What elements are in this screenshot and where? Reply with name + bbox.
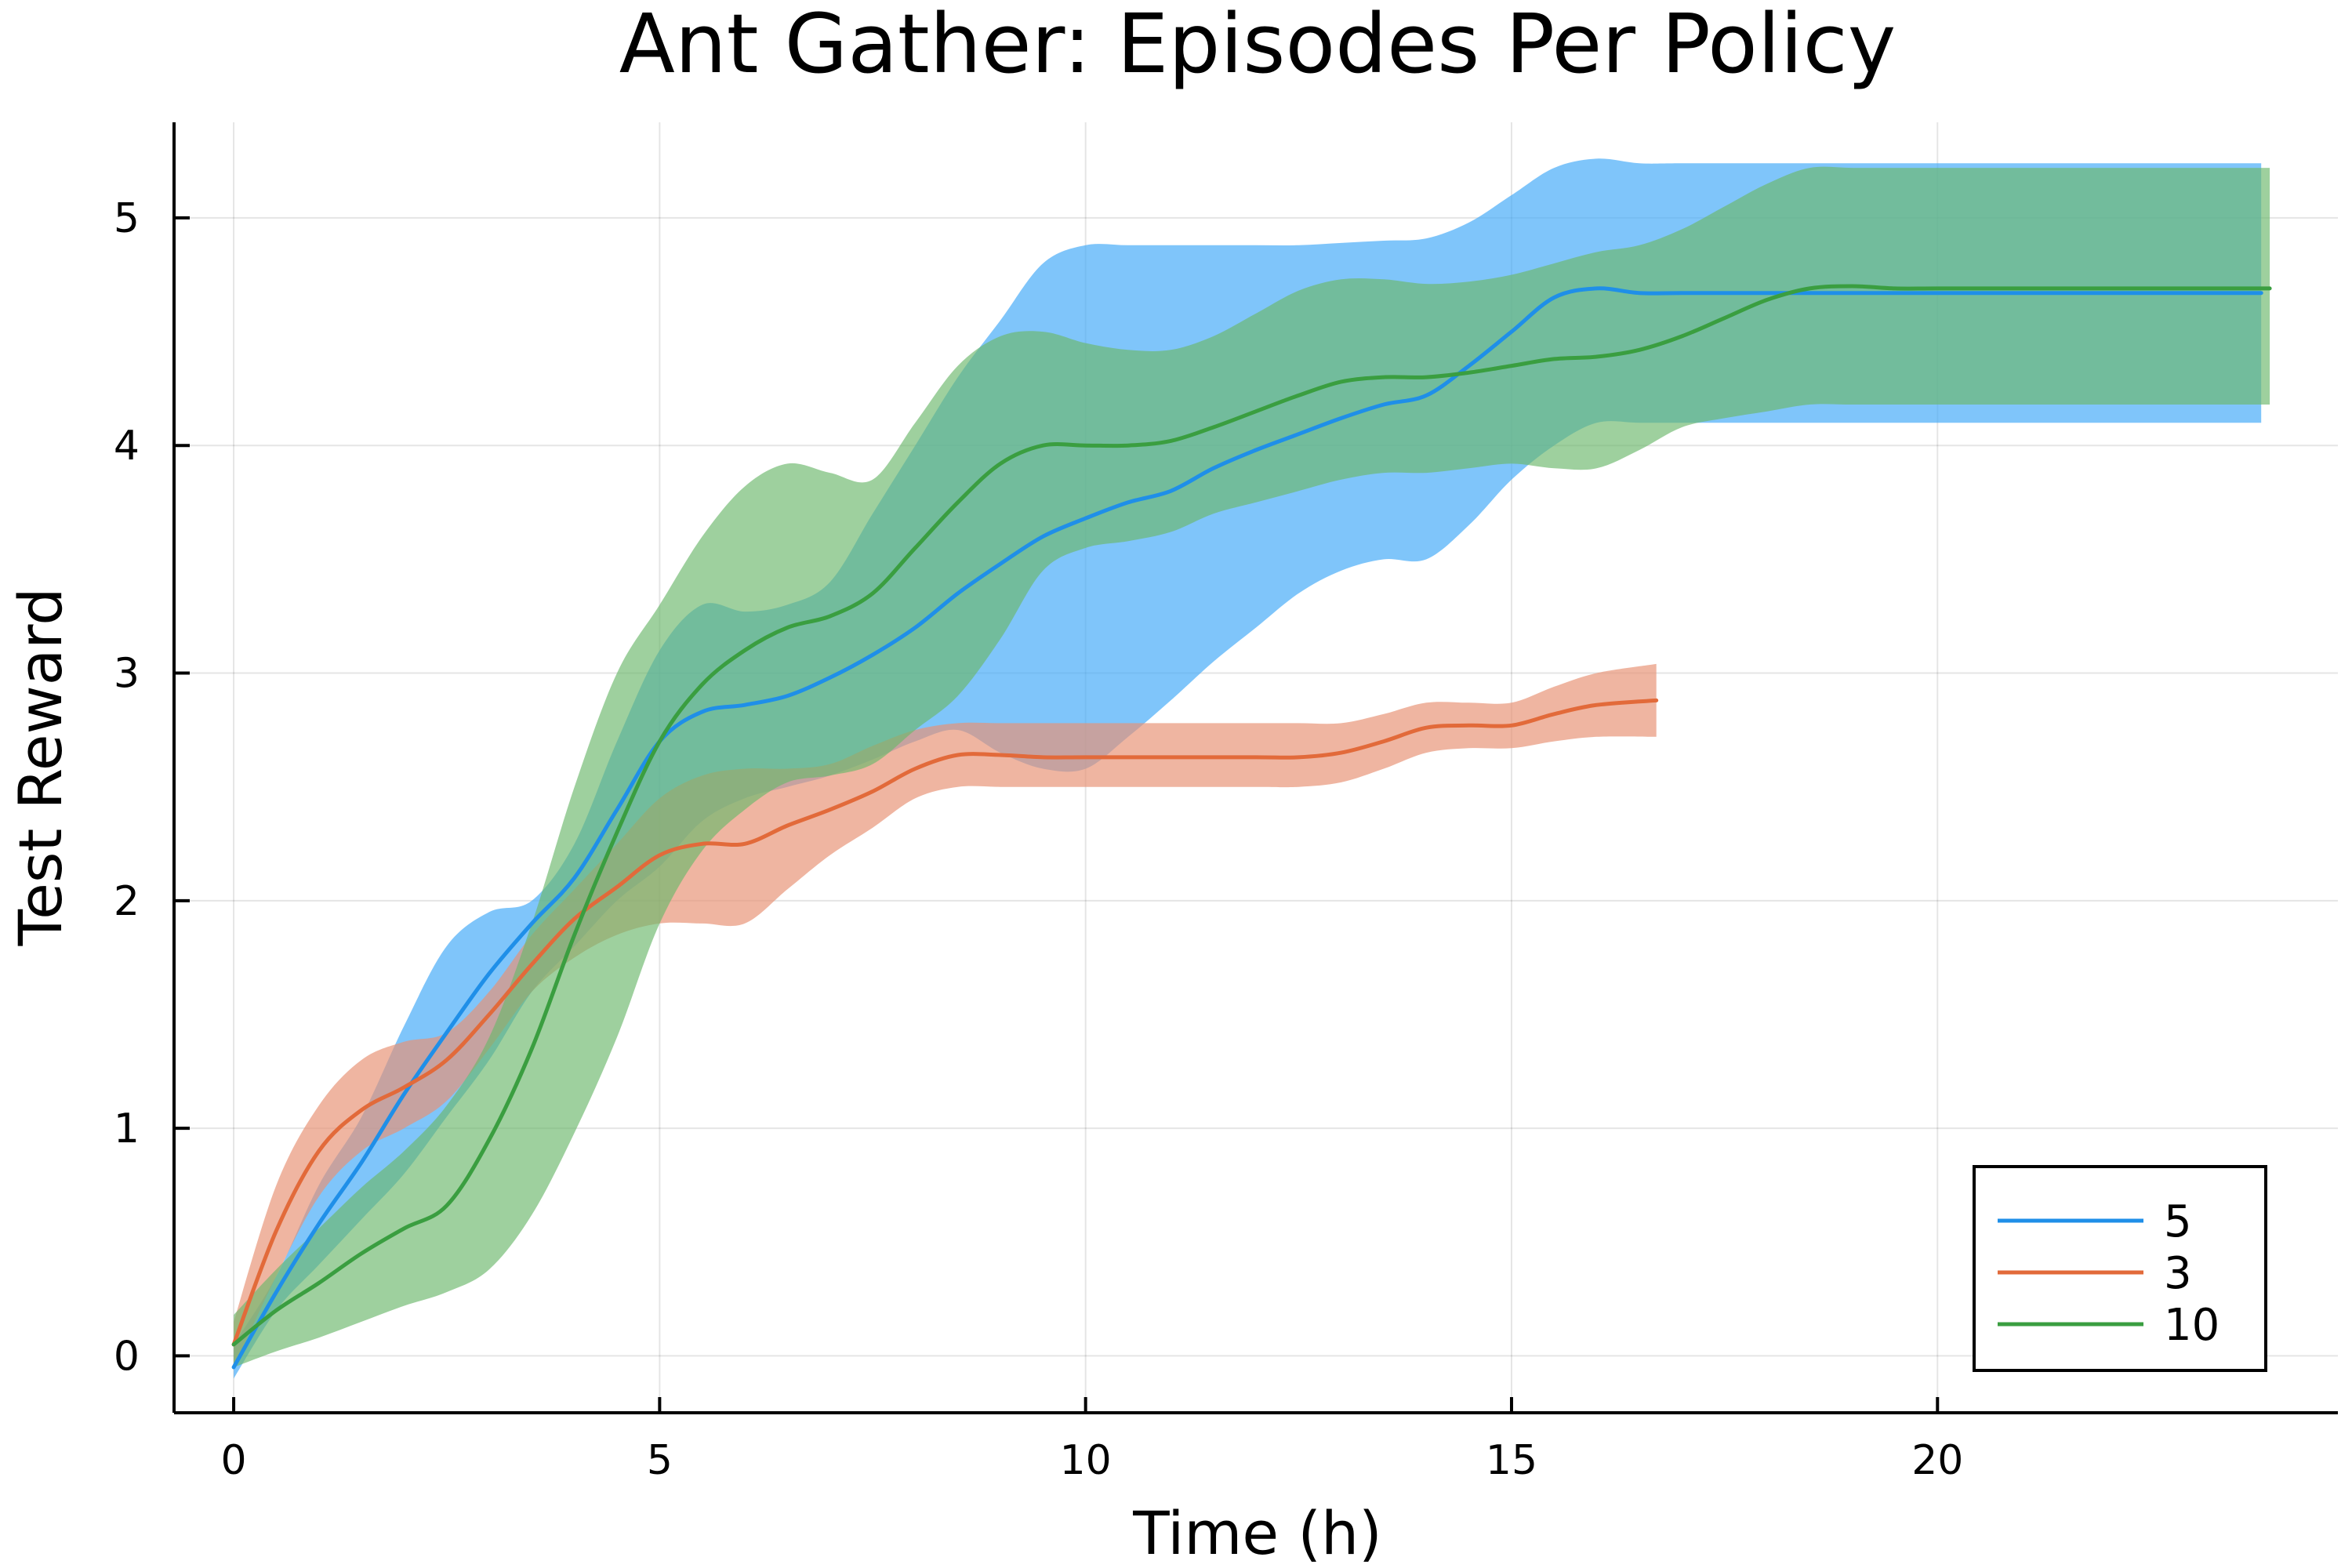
- x-tick-label-4: 20: [1911, 1437, 1963, 1484]
- legend-label-10: 10: [2164, 1300, 2220, 1351]
- tick-layer: 0 5 10 15 20 0 1 2 3 4 5: [114, 195, 1963, 1484]
- chart-title: Ant Gather: Episodes Per Policy: [619, 0, 1896, 92]
- legend-label-3: 3: [2164, 1248, 2192, 1299]
- y-tick-label-0: 0: [114, 1333, 140, 1380]
- y-tick-label-2: 2: [114, 878, 140, 925]
- axis-layer: [172, 122, 2338, 1414]
- series-10-line: [231, 284, 2272, 1347]
- x-tick-label-0: 0: [221, 1437, 247, 1484]
- x-tick-label-2: 10: [1060, 1437, 1112, 1484]
- x-axis-label: Time (h): [1132, 1498, 1382, 1568]
- y-tick-label-5: 5: [114, 195, 140, 242]
- x-tick-label-1: 5: [647, 1437, 673, 1484]
- y-tick-label-3: 3: [114, 651, 140, 698]
- y-tick-label-1: 1: [114, 1105, 140, 1152]
- line-layer: [231, 284, 2272, 1370]
- series-3-band: [234, 663, 1657, 1367]
- legend-box: [1973, 1165, 2267, 1372]
- series-3-line: [231, 698, 1659, 1347]
- series-5-line: [231, 286, 2263, 1370]
- legend-label-5: 5: [2164, 1196, 2192, 1247]
- y-axis-label: Test Reward: [5, 588, 75, 947]
- y-tick-label-4: 4: [114, 423, 140, 470]
- x-tick-label-3: 15: [1486, 1437, 1537, 1484]
